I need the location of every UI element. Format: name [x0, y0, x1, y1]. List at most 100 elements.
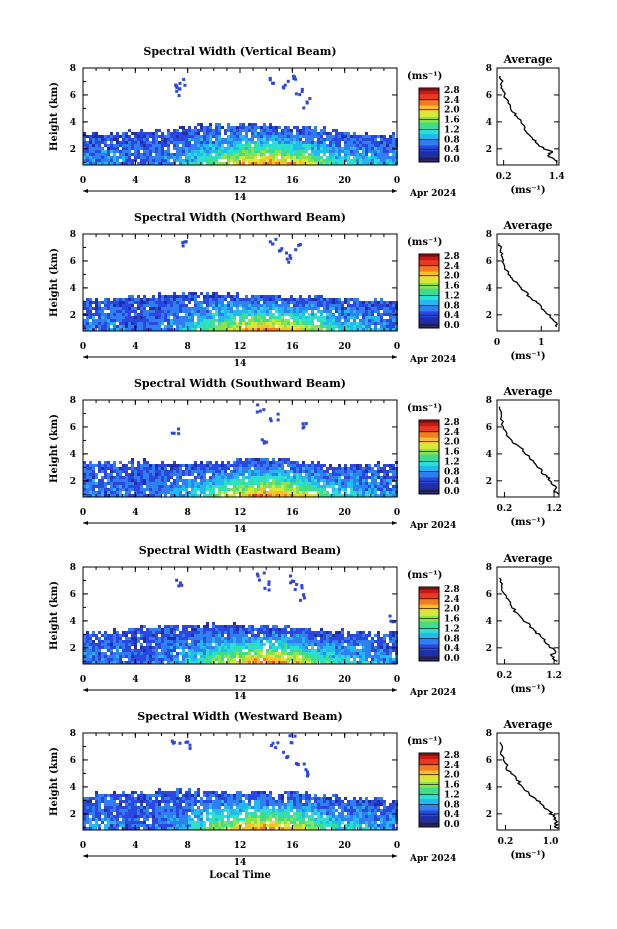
heatmap-cell — [215, 476, 218, 479]
heatmap-cell — [164, 162, 167, 165]
heatmap-cell — [203, 658, 206, 661]
heatmap-cell — [221, 655, 224, 658]
heatmap-cell — [176, 307, 179, 310]
heatmap-cell — [215, 470, 218, 473]
heatmap-cell — [173, 304, 176, 307]
heatmap-cell — [272, 479, 275, 482]
heatmap-cell — [224, 476, 227, 479]
heatmap-cell — [332, 634, 335, 637]
heatmap-cell — [293, 316, 296, 319]
heatmap-cell — [386, 485, 389, 488]
heatmap-cell — [209, 153, 212, 156]
heatmap-cell — [254, 310, 257, 313]
heatmap-cell — [347, 144, 350, 147]
heatmap-cell — [104, 485, 107, 488]
heatmap-cell — [101, 634, 104, 637]
heatmap-cell — [335, 144, 338, 147]
heatmap-cell — [296, 313, 299, 316]
heatmap-cell — [392, 467, 395, 470]
heatmap-cell — [86, 476, 89, 479]
heatmap-cell — [353, 637, 356, 640]
heatmap-cell — [350, 467, 353, 470]
heatmap-cell — [239, 640, 242, 643]
heatmap-cell — [170, 138, 173, 141]
heatmap-cell — [221, 322, 224, 325]
heatmap-cell — [158, 485, 161, 488]
heatmap-cell — [230, 147, 233, 150]
heatmap-cell — [200, 482, 203, 485]
heatmap-cell — [200, 162, 203, 165]
heatmap-cell — [101, 491, 104, 494]
heatmap-cell — [323, 491, 326, 494]
heatmap-cell — [281, 141, 284, 144]
heatmap-cell — [242, 479, 245, 482]
heatmap-cell — [173, 292, 176, 295]
heatmap-cell — [107, 138, 110, 141]
heatmap-cell — [200, 150, 203, 153]
heatmap-cell — [260, 144, 263, 147]
heatmap-cell — [215, 640, 218, 643]
heatmap-cell — [95, 485, 98, 488]
heatmap-cell — [185, 482, 188, 485]
heatmap-cell — [269, 631, 272, 634]
heatmap-cell — [104, 476, 107, 479]
heatmap-cell — [302, 325, 305, 328]
heatmap-cell — [344, 485, 347, 488]
speckle-cell — [286, 79, 290, 83]
heatmap-cell — [185, 319, 188, 322]
heatmap-cell — [311, 138, 314, 141]
heatmap-cell — [128, 488, 131, 491]
heatmap-cell — [95, 637, 98, 640]
speckle-cell — [262, 441, 266, 445]
heatmap-cell — [104, 494, 107, 497]
heatmap-cell — [98, 464, 101, 467]
heatmap-cell — [380, 135, 383, 138]
heatmap-cell — [143, 637, 146, 640]
heatmap-cell — [188, 482, 191, 485]
heatmap-cell — [284, 162, 287, 165]
heatmap-cell — [320, 473, 323, 476]
heatmap-cell — [275, 637, 278, 640]
heatmap-cell — [227, 649, 230, 652]
heatmap-cell — [371, 473, 374, 476]
heatmap-cell — [122, 307, 125, 310]
heatmap-cell — [290, 322, 293, 325]
heatmap-cell — [113, 138, 116, 141]
heatmap-cell — [227, 135, 230, 138]
heatmap-cell — [137, 141, 140, 144]
heatmap-cell — [152, 316, 155, 319]
heatmap-cell — [269, 322, 272, 325]
heatmap-cell — [185, 135, 188, 138]
heatmap-cell — [227, 156, 230, 159]
colorbar-swatch — [419, 265, 439, 272]
heatmap-cell — [146, 325, 149, 328]
heatmap-cell — [275, 646, 278, 649]
heatmap-cell — [374, 135, 377, 138]
heatmap-cell — [272, 162, 275, 165]
heatmap-cell — [341, 147, 344, 150]
heatmap-cell — [209, 301, 212, 304]
heatmap-cell — [287, 643, 290, 646]
heatmap-cell — [182, 135, 185, 138]
heatmap-cell — [161, 144, 164, 147]
heatmap-cell — [170, 658, 173, 661]
heatmap-cell — [140, 625, 143, 628]
heatmap-cell — [263, 304, 266, 307]
heatmap-cell — [359, 328, 362, 331]
heatmap-cell — [149, 316, 152, 319]
heatmap-cell — [260, 126, 263, 129]
heatmap-cell — [338, 159, 341, 162]
heatmap-cell — [329, 325, 332, 328]
panel-3: Spectral Width (Eastward Beam)2468Height… — [49, 544, 562, 702]
heatmap-cell — [131, 658, 134, 661]
heatmap-cell — [314, 661, 317, 664]
heatmap-cell — [116, 159, 119, 162]
heatmap-cell — [188, 637, 191, 640]
heatmap-cell — [341, 640, 344, 643]
heatmap-cell — [170, 482, 173, 485]
heatmap-cell — [356, 322, 359, 325]
heatmap-cell — [158, 301, 161, 304]
colorbar-tick-label: 0.0 — [444, 155, 460, 165]
heatmap-cell — [137, 470, 140, 473]
heatmap-cell — [254, 156, 257, 159]
